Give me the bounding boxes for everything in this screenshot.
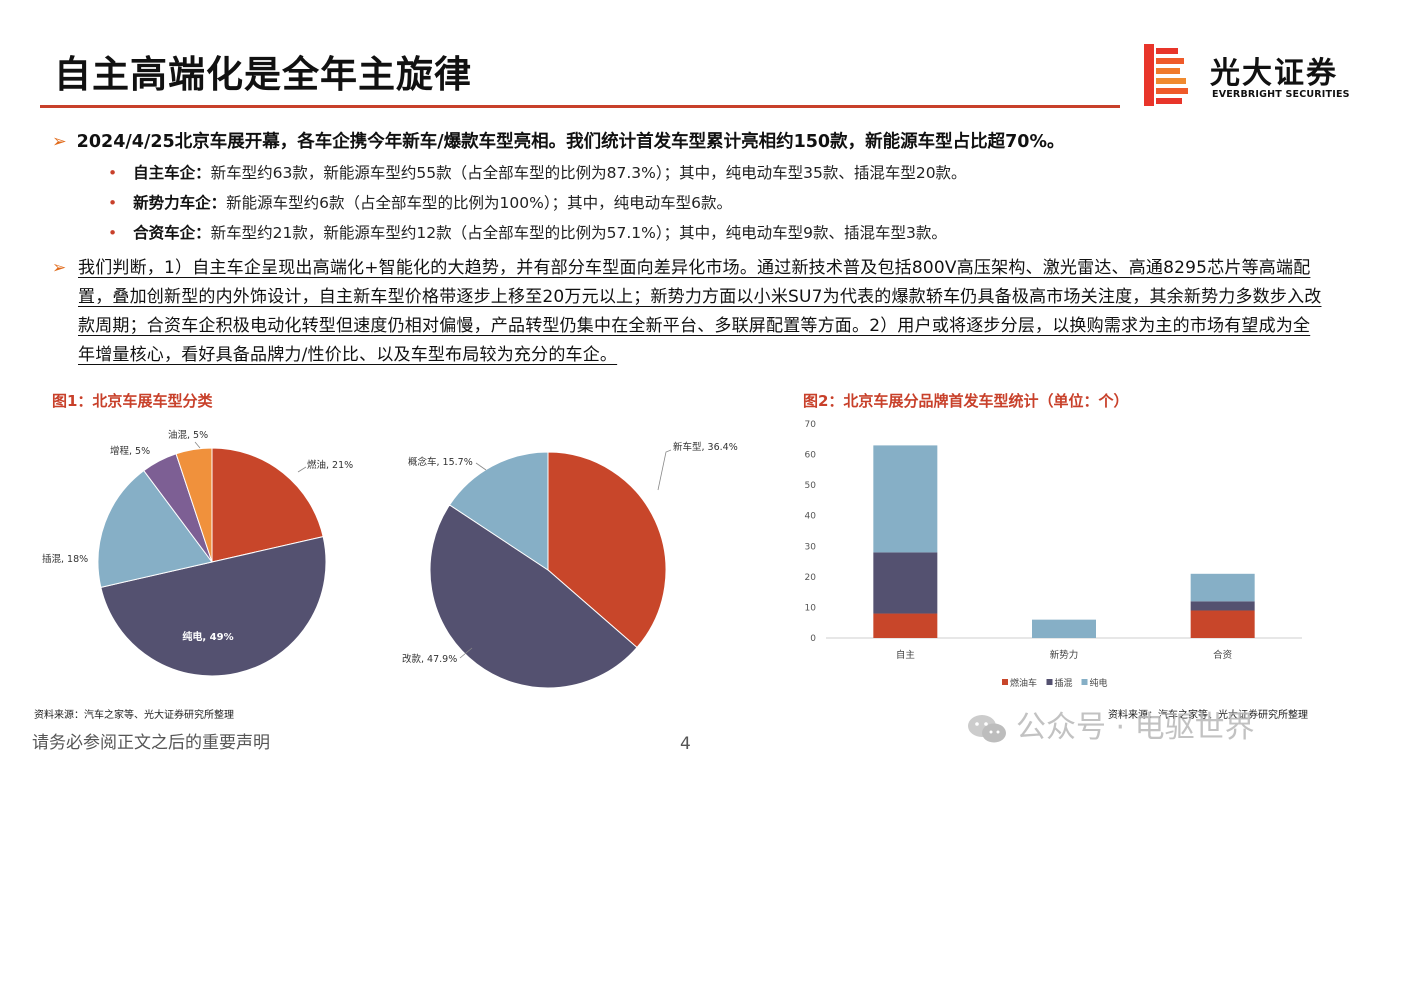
bar-segment — [873, 552, 938, 614]
source-note-left: 资料来源：汽车之家等、光大证券研究所整理 — [34, 710, 234, 721]
sub-bullet-label: 合资车企： — [133, 224, 211, 242]
page-title: 自主高端化是全年主旋律 — [54, 53, 472, 96]
dot-bullet-icon: • — [108, 194, 118, 212]
figure2-title: 图2：北京车展分品牌首发车型统计（单位：个） — [803, 392, 1129, 410]
title-divider — [40, 105, 1120, 108]
pie-chart-model-type: 新车型, 36.4% 改款, 47.9% 概念车, 15.7% — [402, 441, 738, 689]
watermark: 公众号 · 电驱世界 — [966, 702, 1255, 746]
logo-chinese-name: 光大证券 — [1210, 56, 1338, 91]
analysis-paragraph: ➢ 我们判断，1）自主车企呈现出高端化+智能化的大趋势，并有部分车型面向差异化市… — [52, 254, 1324, 370]
legend-label: 插混 — [1055, 677, 1073, 689]
pie-slice — [448, 451, 549, 571]
pie-slice-label: 纯电, 49% — [182, 630, 233, 643]
logo-english-name: EVERBRIGHT SECURITIES — [1212, 89, 1350, 100]
sub-bullet-text: 新车型约21款，新能源车型约12款（占全部车型的比例为57.1%）；其中，纯电动… — [210, 224, 947, 242]
pie-slice — [429, 504, 638, 689]
sub-bullet-new-forces: • 新势力车企：新能源车型约6款（占全部车型的比例为100%）；其中，纯电动车型6… — [108, 191, 732, 213]
y-tick-label: 20 — [805, 573, 817, 583]
pie-slice-label: 改款, 47.9% — [402, 653, 457, 665]
dot-bullet-icon: • — [108, 224, 118, 242]
legend-label: 燃油车 — [1010, 677, 1037, 689]
arrow-bullet-icon: ➢ — [52, 132, 67, 152]
sub-bullet-label: 自主车企： — [133, 164, 211, 182]
pie-slice — [100, 536, 327, 677]
bar-segment — [1032, 619, 1096, 638]
main-bullet: ➢ 2024/4/25北京车展开幕，各车企携今年新车/爆款车型亮相。我们统计首发车… — [52, 128, 1065, 153]
bar-segment — [873, 613, 938, 638]
leader-line — [459, 647, 473, 659]
pie-slice — [175, 447, 213, 563]
x-tick-label: 新势力 — [1050, 649, 1079, 661]
leader-line — [657, 449, 672, 491]
bar-segment — [1190, 573, 1255, 602]
source-note-right: 资料来源：汽车之家等、光大证券研究所整理 — [1108, 710, 1308, 721]
sub-bullet-text: 新车型约63款，新能源车型约55款（占全部车型的比例为87.3%）；其中，纯电动… — [210, 164, 967, 182]
leader-line — [475, 462, 487, 471]
leader-line — [194, 441, 201, 449]
y-tick-label: 0 — [810, 634, 816, 644]
page-number: 4 — [680, 734, 691, 754]
x-tick-label: 自主 — [896, 649, 915, 661]
sub-bullet-joint-venture: • 合资车企：新车型约21款，新能源车型约12款（占全部车型的比例为57.1%）；… — [108, 221, 947, 243]
pie-slice-label: 增程, 5% — [110, 445, 150, 457]
bar-segment — [1190, 610, 1255, 638]
analysis-text: 我们判断，1）自主车企呈现出高端化+智能化的大趋势，并有部分车型面向差异化市场。… — [78, 258, 1322, 365]
sub-bullet-text: 新能源车型约6款（占全部车型的比例为100%）；其中，纯电动车型6款。 — [226, 194, 732, 212]
legend-swatch — [1002, 679, 1008, 685]
bar-segment — [1190, 601, 1255, 611]
wechat-icon — [968, 714, 1006, 742]
y-tick-label: 10 — [805, 603, 817, 613]
y-tick-label: 40 — [805, 512, 817, 522]
pie-slice — [97, 469, 213, 588]
legend-label: 纯电 — [1090, 677, 1108, 689]
disclaimer: 请务必参阅正文之后的重要声明 — [32, 733, 270, 753]
sub-bullet-label: 新势力车企： — [133, 194, 227, 212]
watermark-text: 公众号 · 电驱世界 — [1016, 710, 1255, 745]
legend-swatch — [1081, 679, 1088, 685]
y-tick-label: 60 — [805, 451, 817, 461]
dot-bullet-icon: • — [108, 164, 118, 182]
arrow-bullet-icon: ➢ — [52, 258, 67, 278]
sub-bullet-domestic: • 自主车企：新车型约63款，新能源车型约55款（占全部车型的比例为87.3%）；… — [108, 161, 967, 183]
pie-slice — [547, 451, 667, 649]
x-tick-label: 合资 — [1213, 649, 1233, 661]
y-tick-label: 30 — [805, 542, 817, 552]
legend-swatch — [1046, 679, 1053, 685]
figure1-title: 图1：北京车展车型分类 — [52, 392, 213, 410]
brand-logo: 光大证券 EVERBRIGHT SECURITIES — [1144, 44, 1364, 108]
pie-slice-label: 燃油, 21% — [307, 459, 353, 471]
pie-slice-label: 插混, 18% — [42, 553, 88, 565]
pie-slice-label: 新车型, 36.4% — [673, 441, 738, 453]
pie-chart-powertrain: 燃油, 21% 纯电, 49% 插混, 18% 增程, 5% 油混, 5% — [42, 429, 353, 677]
main-bullet-text: 2024/4/25北京车展开幕，各车企携今年新车/爆款车型亮相。我们统计首发车型… — [76, 132, 1065, 152]
pie-slice-label: 油混, 5% — [168, 429, 208, 441]
y-tick-label: 50 — [805, 481, 817, 491]
logo-mark-icon — [1144, 44, 1188, 106]
pie-slice — [211, 447, 324, 563]
leader-line — [297, 466, 307, 473]
y-tick-label: 70 — [805, 420, 817, 430]
pie-slice-label: 概念车, 15.7% — [408, 456, 473, 468]
bar-segment — [873, 445, 938, 553]
